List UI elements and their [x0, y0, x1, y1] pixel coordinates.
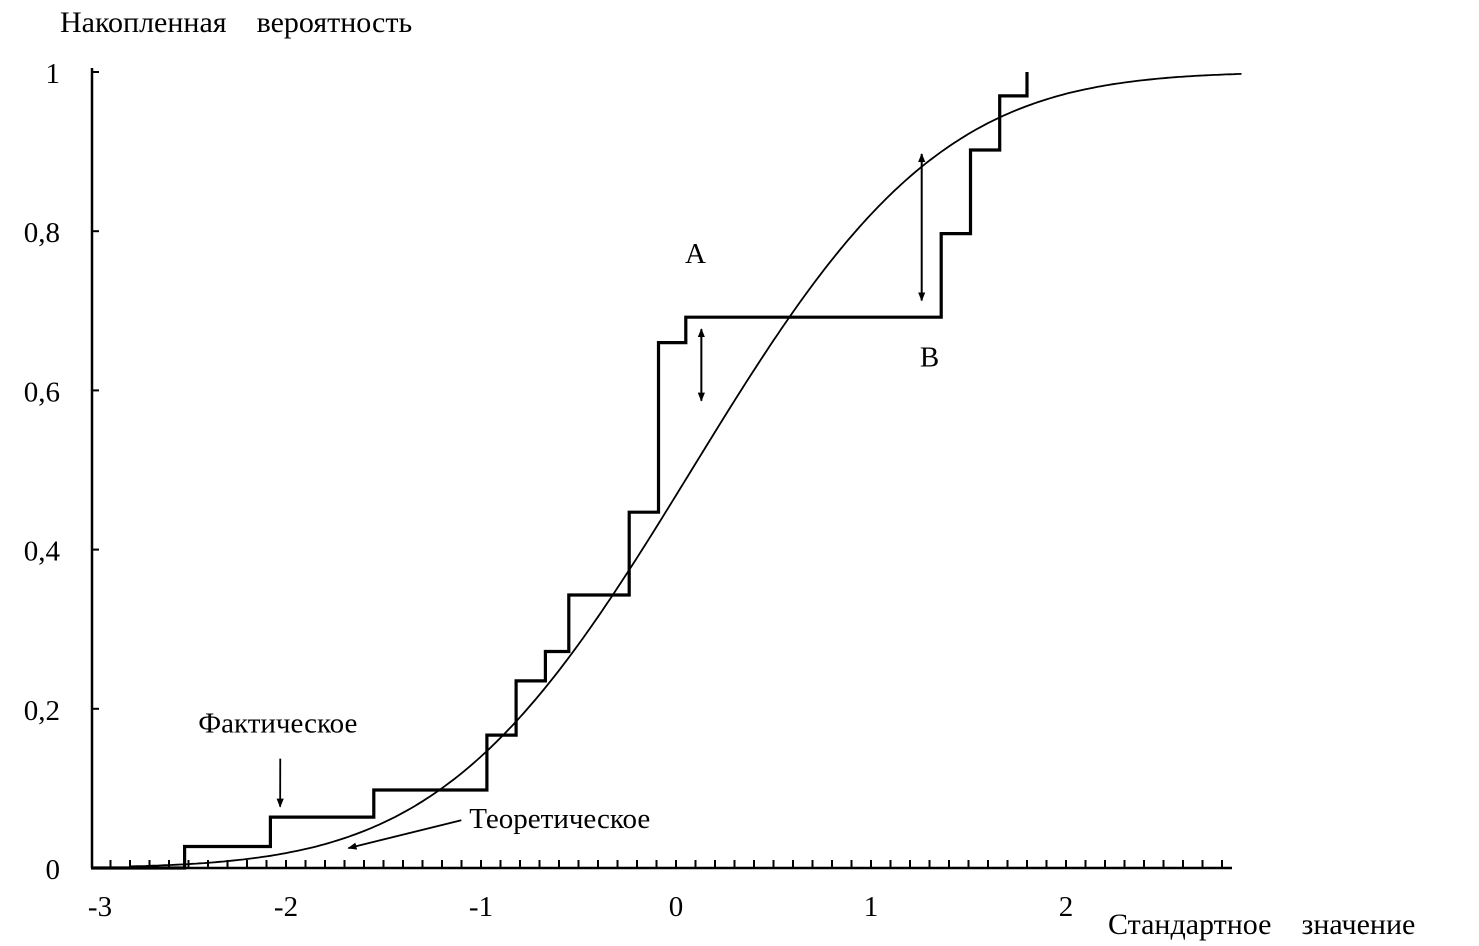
axes: [90, 68, 1232, 870]
x-tick-label: 0: [669, 891, 684, 923]
x-tick-label: 2: [1059, 891, 1074, 923]
y-tick-label: 0,4: [24, 536, 61, 568]
y-tick-label: 0,6: [24, 376, 60, 408]
y-tick-label: 0,8: [24, 217, 60, 249]
theoretical-cdf-line: [129, 73, 1242, 868]
annotation-label: A: [685, 238, 706, 270]
y-tick-label: 1: [46, 58, 61, 90]
annotations-layer: A B Фактическое Теоретическое: [198, 153, 939, 850]
x-tick-label: -3: [88, 891, 112, 923]
series-layer: [91, 72, 1242, 870]
y-ticks: 0 0,2 0,4 0,6 0,8 1: [24, 58, 99, 886]
x-ticks: -3 -2 -1 0 1 2: [88, 860, 1223, 923]
x-tick-label: 1: [864, 891, 879, 923]
y-tick-label: 0,2: [24, 695, 60, 727]
x-tick-label: -2: [274, 891, 298, 923]
annotation-label: Теоретическое: [469, 803, 650, 835]
y-axis-title: Накопленная вероятность: [60, 6, 412, 39]
annotation-arrow: [347, 819, 462, 850]
annotation-label: B: [920, 342, 939, 374]
y-tick-label: 0: [46, 854, 61, 886]
x-tick-label: -1: [469, 891, 493, 923]
empirical-step-line: [91, 72, 1029, 870]
annotation-label: Фактическое: [198, 708, 357, 740]
x-axis-title: Стандартное значение: [1108, 908, 1415, 941]
